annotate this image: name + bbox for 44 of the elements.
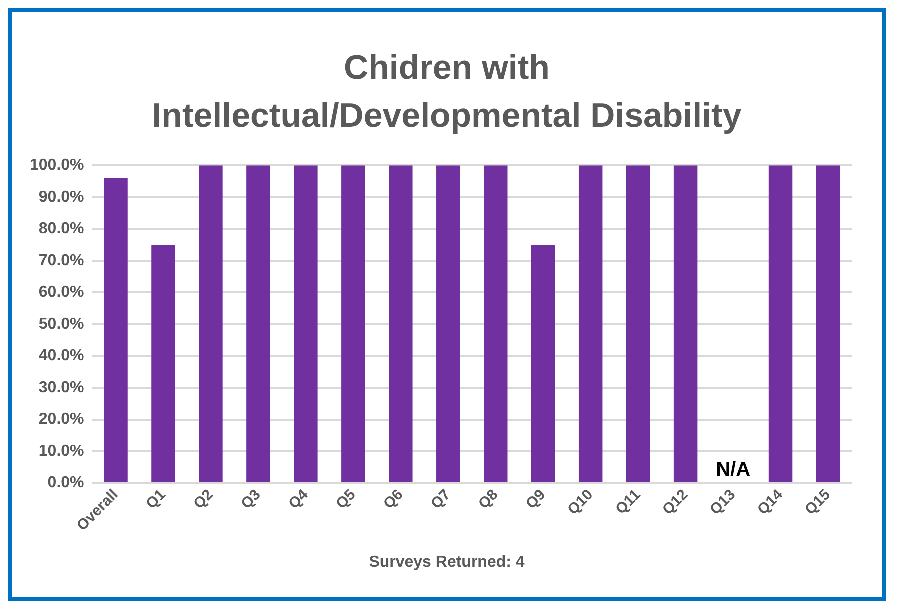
bar <box>436 166 460 482</box>
x-tick-label: Q14 <box>754 486 787 518</box>
x-tick-label: Q12 <box>659 486 692 518</box>
text: N/A <box>716 458 751 481</box>
bar <box>531 245 556 482</box>
x-tick-label: Q1 <box>143 486 170 513</box>
x-tick-label: Q3 <box>238 486 264 513</box>
chart-title: Chidren with Intellectual/Developmental Disability <box>151 48 743 137</box>
y-tick-label: 30.0% <box>38 379 84 396</box>
bar <box>199 166 223 482</box>
y-tick-label: 10.0% <box>38 442 84 460</box>
x-tick-label: Q2 <box>190 486 217 513</box>
x-tick-label: Q9 <box>522 486 550 513</box>
bar <box>246 166 270 482</box>
bar <box>768 166 793 482</box>
y-tick-label: 90.0% <box>38 188 84 206</box>
y-tick-label: 80.0% <box>38 220 84 238</box>
bar <box>674 166 698 482</box>
x-tick-label: Q13 <box>706 486 740 518</box>
text: Surveys Returned: 4 <box>368 554 526 572</box>
bar <box>626 166 650 482</box>
x-tick-label: Q15 <box>802 486 834 518</box>
x-tick-label: Q5 <box>333 486 360 513</box>
y-tick-label: 100.0% <box>30 157 84 174</box>
x-tick-label: Q4 <box>286 486 312 513</box>
y-tick-label: 60.0% <box>38 284 84 302</box>
bar <box>484 166 508 482</box>
bar <box>294 166 318 482</box>
y-tick-label: 20.0% <box>38 411 84 428</box>
y-tick-label: 70.0% <box>38 252 84 270</box>
bar <box>578 166 603 482</box>
y-tick-label: 40.0% <box>38 348 84 365</box>
bar <box>816 166 840 482</box>
bar <box>342 166 366 482</box>
y-tick-label: 0.0% <box>48 474 84 492</box>
x-tick-label: Q7 <box>428 486 454 513</box>
x-tick-label: Q8 <box>475 486 502 513</box>
x-tick-label: Q6 <box>380 486 407 513</box>
y-tick-label: 50.0% <box>38 316 84 333</box>
bar <box>104 178 128 482</box>
bar <box>389 166 413 482</box>
bar <box>152 245 176 482</box>
x-tick-label: Q11 <box>612 486 644 518</box>
x-tick-label: Q10 <box>564 486 597 518</box>
